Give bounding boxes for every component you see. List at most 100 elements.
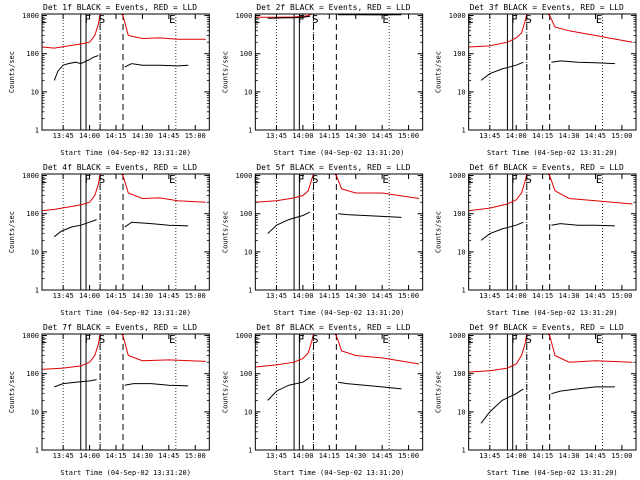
series-line-lld (42, 14, 206, 49)
series-line-events (338, 213, 402, 218)
event-marker-label: E (169, 173, 176, 186)
plot-frame (254, 173, 424, 291)
plot-area (42, 174, 206, 290)
event-marker-label: F (84, 13, 91, 26)
event-marker-label: E (596, 333, 603, 346)
panel-det-3: Det 3f BLACK = Events, RED = LLD Start Ti… (435, 3, 637, 157)
x-tick-label: 13:45 (266, 292, 287, 300)
series-line-events (54, 379, 97, 388)
x-tick-label: 14:15 (319, 452, 340, 460)
plot-frame (254, 333, 424, 451)
event-marker-label: E (169, 333, 176, 346)
y-tick-label: 1000 (22, 172, 39, 180)
y-tick-label: 1 (461, 127, 465, 135)
x-tick-label: 14:30 (132, 292, 153, 300)
series-line-events (551, 223, 615, 227)
x-tick-label: 14:15 (319, 132, 340, 140)
y-tick-label: 1 (248, 287, 252, 295)
x-tick-label: 14:45 (372, 452, 393, 460)
x-tick-label: 14:00 (79, 132, 100, 140)
x-tick-label: 15:00 (398, 452, 419, 460)
panel-title: Det 6f BLACK = Events, RED = LLD (470, 163, 624, 172)
series-line-events (480, 388, 524, 424)
x-tick-label: 14:00 (79, 292, 100, 300)
panel-det-1: Det 1f BLACK = Events, RED = LLD Start Ti… (8, 3, 210, 157)
y-axis-label: Counts/sec (221, 51, 229, 93)
event-marker-label: S (312, 173, 319, 186)
plot-area (42, 334, 206, 450)
x-tick-label: 14:15 (105, 132, 126, 140)
plot-area (255, 14, 420, 130)
x-tick-label: 14:15 (532, 132, 553, 140)
panel-det-6: Det 6f BLACK = Events, RED = LLD Start Ti… (435, 163, 637, 317)
y-axis-label: Counts/sec (221, 371, 229, 413)
x-tick-label: 15:00 (611, 292, 632, 300)
panel-title: Det 4f BLACK = Events, RED = LLD (43, 163, 197, 172)
plot-frame (468, 13, 637, 131)
y-axis-label: Counts/sec (435, 51, 443, 93)
x-tick-label: 14:45 (585, 292, 606, 300)
x-tick-label: 14:00 (79, 452, 100, 460)
series-line-events (267, 211, 311, 235)
series-line-events (267, 15, 310, 19)
plot-area (468, 174, 633, 290)
event-marker-label: F (511, 333, 518, 346)
panel-title: Det 8f BLACK = Events, RED = LLD (256, 323, 410, 332)
plot-area (255, 334, 420, 450)
y-tick-label: 100 (240, 210, 253, 218)
plot-frame (41, 13, 210, 131)
y-tick-label: 10 (457, 88, 465, 96)
event-marker-label: F (298, 333, 305, 346)
x-tick-label: 15:00 (185, 452, 206, 460)
event-marker-label: F (511, 173, 518, 186)
event-marker-label: E (596, 13, 603, 26)
y-tick-label: 100 (26, 210, 39, 218)
panel-title: Det 1f BLACK = Events, RED = LLD (43, 3, 197, 12)
series-line-events (53, 55, 99, 81)
x-tick-label: 13:45 (479, 452, 500, 460)
series-line-lld (255, 174, 420, 203)
y-axis-label: Counts/sec (8, 371, 16, 413)
y-tick-label: 10 (244, 248, 252, 256)
x-tick-label: 13:45 (53, 452, 74, 460)
y-tick-label: 10 (31, 88, 39, 96)
x-tick-label: 14:15 (105, 452, 126, 460)
plot-frame (468, 333, 637, 451)
plot-frame (41, 333, 210, 451)
x-tick-label: 14:00 (292, 452, 313, 460)
panel-det-4: Det 4f BLACK = Events, RED = LLD Start Ti… (8, 163, 210, 317)
series-line-lld (255, 334, 420, 368)
x-tick-label: 13:45 (53, 292, 74, 300)
series-line-events (480, 221, 524, 241)
x-tick-label: 14:30 (345, 132, 366, 140)
x-tick-label: 13:45 (53, 132, 74, 140)
x-tick-label: 14:00 (292, 132, 313, 140)
plot-frame (41, 173, 210, 291)
x-tick-label: 14:30 (132, 132, 153, 140)
x-tick-label: 15:00 (611, 132, 632, 140)
series-line-lld (255, 14, 420, 18)
x-axis-label: Start Time (04-Sep-02 13:31:20) (274, 309, 405, 317)
x-tick-label: 14:00 (292, 292, 313, 300)
y-tick-label: 100 (240, 50, 253, 58)
x-tick-label: 13:45 (479, 292, 500, 300)
y-tick-label: 1 (35, 127, 39, 135)
series-line-lld (468, 174, 633, 212)
x-tick-label: 14:30 (559, 452, 580, 460)
x-axis-label: Start Time (04-Sep-02 13:31:20) (487, 149, 618, 157)
panel-title: Det 7f BLACK = Events, RED = LLD (43, 323, 197, 332)
x-tick-label: 15:00 (185, 132, 206, 140)
x-tick-label: 13:45 (266, 452, 287, 460)
event-marker-label: S (312, 333, 319, 346)
event-marker-label: E (169, 13, 176, 26)
event-marker-label: E (382, 173, 389, 186)
event-marker-label: F (298, 173, 305, 186)
event-marker-label: S (99, 13, 106, 26)
event-marker-label: E (596, 173, 603, 186)
x-axis-label: Start Time (04-Sep-02 13:31:20) (274, 149, 405, 157)
y-axis-label: Counts/sec (8, 51, 16, 93)
y-tick-label: 1 (35, 447, 39, 455)
x-tick-label: 14:45 (158, 452, 179, 460)
x-tick-label: 14:45 (585, 132, 606, 140)
